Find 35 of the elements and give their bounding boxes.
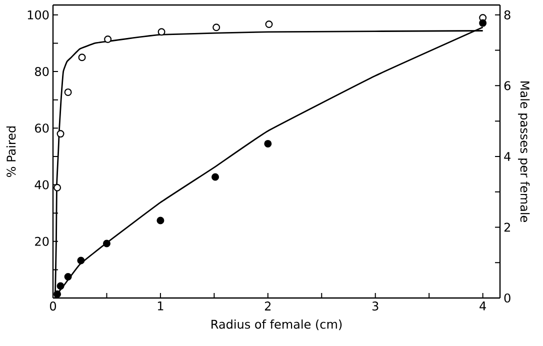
point (265, 20, 273, 28)
point (158, 28, 166, 36)
y2-tick-label: 2 (504, 222, 510, 232)
point (104, 36, 112, 44)
y-tick-label: 20 (35, 236, 49, 246)
y2-tick-label: 8 (504, 10, 510, 20)
y-axis-title: % Paired (6, 126, 16, 177)
point (56, 282, 64, 290)
x-tick-label: 2 (264, 302, 271, 310)
point (64, 273, 72, 281)
y-tick-label: 80 (35, 66, 49, 76)
y-tick-label: 100 (28, 10, 49, 20)
y2-tick-label: 6 (504, 81, 510, 90)
y-tick-label: 40 (34, 180, 49, 190)
y2-tick-label: 4 (504, 152, 511, 161)
point (54, 184, 62, 192)
point (156, 216, 164, 224)
point (54, 290, 62, 298)
point (64, 88, 72, 96)
point (56, 130, 64, 138)
x-tick-label: 1 (158, 302, 164, 310)
y-tick-label: 60 (35, 124, 49, 133)
x-tick-label: 4 (480, 302, 486, 310)
point (77, 256, 85, 264)
point (102, 240, 110, 248)
x-tick-label: 3 (372, 302, 378, 311)
point (78, 54, 86, 62)
point (479, 19, 487, 27)
x-tick-label: 0 (50, 302, 56, 311)
point (212, 24, 220, 32)
point (264, 140, 272, 148)
y2-tick-label: 0 (504, 293, 510, 303)
x-axis-title: Radius of female (cm) (212, 319, 342, 330)
point (212, 173, 220, 181)
y2-axis-title: Male passes per female (518, 82, 530, 222)
